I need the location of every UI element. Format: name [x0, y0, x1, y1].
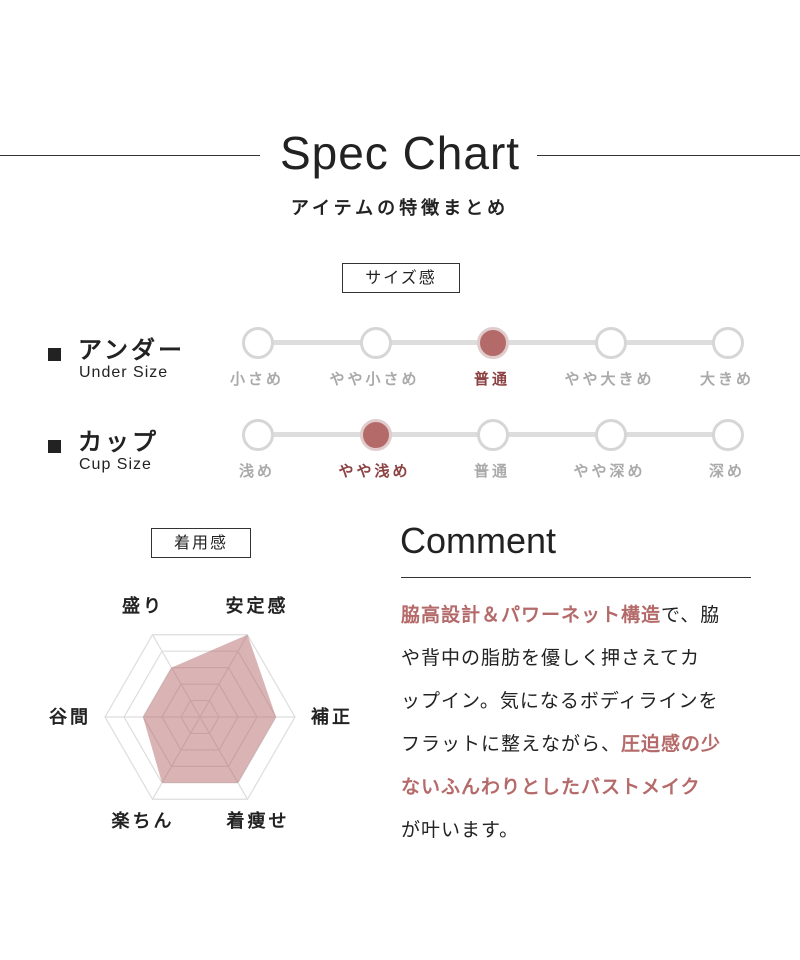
scale-dot: [359, 327, 392, 359]
comment-line: が叶います。: [401, 809, 761, 852]
radar-axis-label: 安定感: [226, 595, 289, 617]
scale-dot: [712, 419, 744, 451]
row-name-en: Under Size: [79, 364, 169, 381]
scale-dot: [594, 419, 627, 451]
radar-axis-label: 補正: [310, 706, 353, 728]
scale-option-label: 小さめ: [229, 370, 284, 388]
comment-title: Comment: [400, 520, 557, 561]
scale-option-label: 浅め: [238, 462, 275, 480]
scale-option-label: 大きめ: [699, 370, 754, 388]
row-name-jp: アンダー: [78, 336, 186, 364]
radar-axis-label: 着痩せ: [226, 810, 290, 832]
comment-highlight: ないふんわりとしたバストメイク: [401, 776, 701, 798]
scale-dot: [242, 419, 274, 451]
scale-dot: [477, 419, 509, 451]
title-rule-left: [0, 155, 260, 156]
scale-dot: [712, 327, 744, 359]
comment-segment: や背中の脂肪を優しく押さえてカ: [401, 647, 701, 669]
radar-data-area: [143, 634, 276, 783]
comment-segment: で、脇: [661, 604, 721, 626]
comment-line: ップイン。気になるボディラインを: [401, 680, 761, 723]
comment-line: 脇高設計＆パワーネット構造で、脇: [401, 594, 761, 637]
comment-line: ないふんわりとしたバストメイク: [401, 766, 761, 809]
comment-segment: ップイン。気になるボディラインを: [401, 690, 719, 712]
title-rule-right: [537, 155, 800, 156]
page-title: Spec Chart: [279, 127, 521, 179]
comment-line: フラットに整えながら、圧迫感の少: [401, 723, 761, 766]
scale-option-label: やや大きめ: [564, 370, 655, 388]
size-section-label: サイズ感: [342, 263, 460, 293]
scale-dot: [594, 327, 627, 359]
row-name-en: Cup Size: [79, 456, 152, 473]
radar-axis-label: 盛り: [122, 595, 164, 617]
comment-segment: が叶います。: [401, 819, 520, 841]
comment-highlight: 圧迫感の少: [621, 733, 722, 755]
page-subtitle: アイテムの特徴まとめ: [290, 198, 510, 219]
radar-axis-label: 谷間: [49, 707, 91, 728]
bullet-square-icon: [48, 348, 61, 361]
row-name-jp: カップ: [78, 428, 159, 456]
comment-highlight: 脇高設計＆パワーネット構造: [401, 604, 662, 626]
scale-option-label: 普通: [473, 370, 510, 388]
fit-section-label: 着用感: [151, 528, 251, 558]
comment-text: 脇高設計＆パワーネット構造で、脇や背中の脂肪を優しく押さえてカ ップイン。気になる…: [401, 594, 761, 852]
scale-option-label: やや浅め: [338, 462, 411, 480]
radar-axis-label: 楽ちん: [112, 810, 175, 832]
scale-option-label: 深め: [708, 462, 745, 480]
bullet-square-icon: [48, 440, 61, 453]
comment-segment: フラットに整えながら、: [401, 733, 622, 755]
scale-dot: [242, 327, 274, 359]
scale-option-label: やや小さめ: [329, 370, 420, 388]
scale-option-label: やや深め: [573, 462, 646, 480]
scale-option-label: 普通: [473, 462, 510, 480]
comment-line: や背中の脂肪を優しく押さえてカ: [401, 637, 761, 680]
scale-dot-selected: [359, 419, 392, 451]
scale-dot-selected: [477, 327, 509, 359]
comment-rule: [401, 577, 751, 578]
